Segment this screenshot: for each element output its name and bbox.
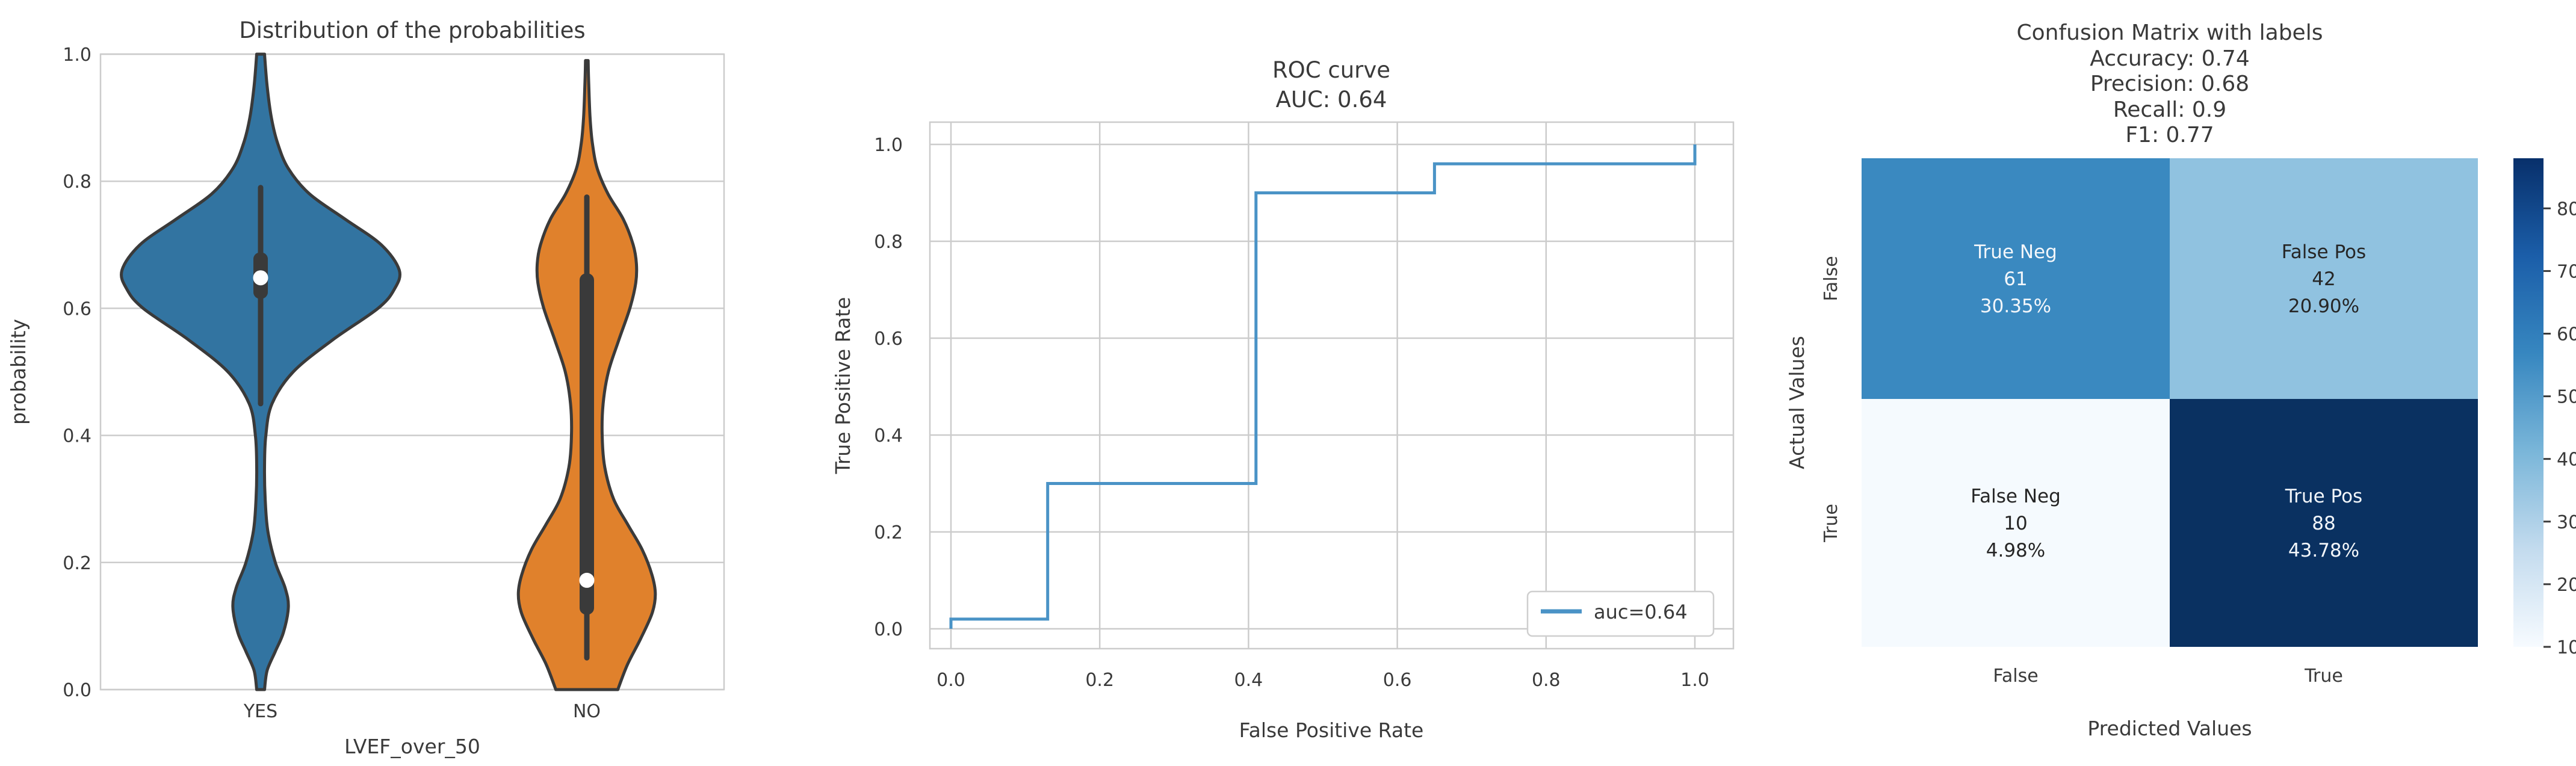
y-tick-label: 0.2 [63, 553, 91, 574]
colorbar-tick-label: 80 [2557, 199, 2576, 220]
y-tick-label: 1.0 [63, 45, 91, 66]
x-tick-label: False [1993, 666, 2038, 687]
roc-subtitle: AUC: 0.64 [1276, 87, 1387, 113]
y-tick-label: 0.6 [874, 329, 903, 350]
y-tick-label: 0.2 [874, 522, 903, 543]
legend-label: auc=0.64 [1594, 601, 1688, 623]
violin-title: Distribution of the probabilities [239, 17, 585, 43]
y-tick-label: 0.8 [874, 232, 903, 253]
violin-median-dot [253, 270, 268, 286]
cm-cell-count: 42 [2312, 268, 2335, 290]
y-tick-label: 0.0 [63, 680, 91, 701]
colorbar-tick-label: 60 [2557, 324, 2576, 345]
x-tick-label: 0.8 [1532, 670, 1561, 691]
cm-title: Confusion Matrix with labels [2017, 20, 2323, 45]
x-tick-label: NO [573, 701, 601, 722]
axes-border [99, 53, 725, 691]
x-tick-label: 0.0 [937, 670, 965, 691]
x-tick-label: True [2304, 666, 2343, 687]
colorbar-tick-label: 10 [2557, 637, 2576, 658]
roc-title: ROC curve [1272, 57, 1390, 83]
cm-cell-label: True Neg [1974, 241, 2057, 263]
colorbar-tick-label: 50 [2557, 387, 2576, 408]
violin-ylabel: probability [7, 319, 30, 425]
colorbar-tick-label: 30 [2557, 512, 2576, 533]
cm-metric-line: Accuracy: 0.74 [2090, 46, 2249, 71]
cm-cell-count: 88 [2312, 513, 2335, 534]
cm-cell-label: False Neg [1971, 486, 2061, 507]
cm-cell-count: 10 [2004, 513, 2027, 534]
x-tick-label: 0.2 [1085, 670, 1114, 691]
cm-cell-false-pos [2170, 158, 2478, 399]
y-tick-label: True [1821, 504, 1842, 543]
legend-box [1526, 590, 1715, 637]
cm-metric-line: Precision: 0.68 [2090, 72, 2249, 96]
cm-cell-label: False Pos [2282, 241, 2366, 263]
cm-ylabel: Actual Values [1785, 336, 1809, 469]
violin-iqr-box [580, 273, 594, 615]
y-tick-label: 0.8 [63, 171, 91, 193]
colorbar-tick-label: 70 [2557, 261, 2576, 282]
cm-cell-percent: 20.90% [2288, 295, 2359, 317]
y-tick-label: 0.4 [63, 426, 91, 447]
x-tick-label: YES [243, 701, 277, 722]
cm-cell-percent: 30.35% [1980, 295, 2051, 317]
confusion-matrix-plot: True Neg 61 30.35% False Pos 42 20.90% False N… [1785, 20, 2576, 740]
cm-cell-count: 61 [2004, 268, 2027, 290]
cm-cell-true-pos [2170, 399, 2478, 647]
y-tick-label: 0.4 [874, 425, 903, 446]
cm-cell-true-neg [1862, 158, 2170, 399]
y-tick-label: 0.6 [63, 298, 91, 320]
cm-cell-label: True Pos [2285, 486, 2362, 507]
colorbar-tick-label: 40 [2557, 449, 2576, 471]
x-tick-label: 0.6 [1383, 670, 1412, 691]
y-tick-label: 0.0 [874, 619, 903, 640]
y-tick-label: False [1821, 256, 1842, 301]
roc-ylabel: True Positive Rate [831, 297, 855, 475]
colorbar-tick-label: 20 [2557, 575, 2576, 596]
cm-metric-line: F1: 0.77 [2125, 123, 2214, 147]
cm-xlabel: Predicted Values [2087, 717, 2252, 740]
violin-xlabel: LVEF_over_50 [344, 735, 480, 758]
roc-line [949, 144, 1697, 629]
cm-cell-percent: 43.78% [2288, 540, 2359, 561]
x-tick-label: 0.4 [1234, 670, 1263, 691]
cm-cell-percent: 4.98% [1986, 540, 2045, 561]
roc-xlabel: False Positive Rate [1239, 718, 1424, 742]
violin-median-dot [579, 572, 595, 588]
cm-cell-false-neg [1862, 399, 2170, 647]
violin-plot: 0.0 0.2 0.4 0.6 0.8 1.0 YES NO Distribution of t… [7, 17, 725, 758]
axes-border [929, 121, 1735, 650]
roc-curve-plot: 0.0 0.2 0.4 0.6 0.8 1.0 0.0 0.2 0.4 0.6 0.8 1.0 auc=… [831, 57, 1735, 742]
y-tick-label: 1.0 [874, 135, 903, 156]
cm-metric-line: Recall: 0.9 [2113, 97, 2226, 122]
colorbar [2513, 158, 2543, 647]
x-tick-label: 1.0 [1680, 670, 1709, 691]
